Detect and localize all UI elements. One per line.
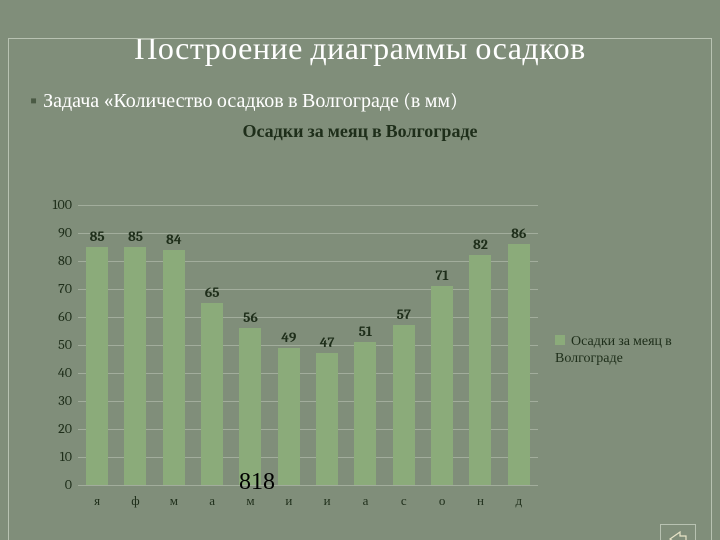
bar-value-label: 51 xyxy=(359,323,373,340)
y-tick-label: 100 xyxy=(30,198,72,212)
x-tick-label: д xyxy=(500,493,538,509)
bar-slot: 57 xyxy=(385,325,423,485)
x-tick-label: о xyxy=(423,493,461,509)
x-tick-label: с xyxy=(385,493,423,509)
y-tick-label: 60 xyxy=(30,310,72,324)
bar xyxy=(201,303,223,485)
bar-slot: 86 xyxy=(500,244,538,485)
x-tick-label: а xyxy=(193,493,231,509)
y-tick-label: 90 xyxy=(30,226,72,240)
bar-value-label: 57 xyxy=(397,306,411,323)
bar-value-label: 65 xyxy=(205,284,220,301)
bar-slot: 65 xyxy=(193,303,231,485)
plot-area: 858584655649475157718286 xyxy=(78,205,538,485)
bar-value-label: 56 xyxy=(243,309,258,326)
x-tick-label: ф xyxy=(116,493,154,509)
bar-slot: 82 xyxy=(461,255,499,485)
chart-legend: Осадки за меяц в Волгограде xyxy=(555,333,705,367)
bar xyxy=(469,255,491,485)
bar-value-label: 86 xyxy=(511,225,526,242)
x-tick-label: м xyxy=(155,493,193,509)
y-tick-label: 10 xyxy=(30,450,72,464)
y-tick-label: 20 xyxy=(30,422,72,436)
bar-value-label: 84 xyxy=(166,231,182,248)
legend-label: Осадки за меяц в Волгограде xyxy=(555,332,672,366)
x-tick-label: и xyxy=(270,493,308,509)
floating-number: 818 xyxy=(239,469,275,496)
back-arrow-icon xyxy=(668,531,688,540)
back-button[interactable] xyxy=(660,524,696,540)
bar-slot: 85 xyxy=(78,247,116,485)
y-tick-label: 0 xyxy=(30,478,72,492)
chart-title: Осадки за меяц в Волгограде xyxy=(0,121,720,142)
bar xyxy=(278,348,300,485)
slide-title: Построение диаграммы осадков xyxy=(0,30,720,67)
bar-slot: 56 xyxy=(231,328,269,485)
bar-slot: 47 xyxy=(308,353,346,485)
x-tick-label: а xyxy=(346,493,384,509)
bar-value-label: 49 xyxy=(281,329,296,346)
bar-value-label: 85 xyxy=(90,228,105,245)
bullet-icon: ▪ xyxy=(30,89,37,112)
bar-value-label: 47 xyxy=(320,334,335,351)
y-tick-label: 80 xyxy=(30,254,72,268)
bar-slot: 85 xyxy=(116,247,154,485)
x-tick-label: и xyxy=(308,493,346,509)
bar xyxy=(239,328,261,485)
bar-value-label: 71 xyxy=(435,267,448,284)
bar xyxy=(393,325,415,485)
bar xyxy=(354,342,376,485)
bar xyxy=(124,247,146,485)
y-tick-label: 40 xyxy=(30,366,72,380)
x-tick-label: я xyxy=(78,493,116,509)
bar-slot: 51 xyxy=(346,342,384,485)
bar-value-label: 82 xyxy=(473,236,488,253)
gridline xyxy=(78,485,538,486)
bar-slot: 71 xyxy=(423,286,461,485)
y-tick-label: 50 xyxy=(30,338,72,352)
bar xyxy=(431,286,453,485)
y-tick-label: 30 xyxy=(30,394,72,408)
bar-value-label: 85 xyxy=(128,228,143,245)
x-axis-labels: яфмамииасонд xyxy=(78,493,538,509)
x-tick-label: н xyxy=(461,493,499,509)
task-subtitle: ▪ Задача «Количество осадков в Волгограде… xyxy=(30,89,720,113)
bar xyxy=(163,250,185,485)
bar-slot: 49 xyxy=(270,348,308,485)
precipitation-chart: 1009080706050403020100 85858465564947515… xyxy=(30,205,690,525)
subtitle-text: Задача «Количество осадков в Волгограде … xyxy=(43,89,458,112)
bar xyxy=(316,353,338,485)
legend-swatch xyxy=(555,335,565,345)
bar-slot: 84 xyxy=(155,250,193,485)
bars-container: 858584655649475157718286 xyxy=(78,205,538,485)
bar xyxy=(86,247,108,485)
bar xyxy=(508,244,530,485)
y-tick-label: 70 xyxy=(30,282,72,296)
